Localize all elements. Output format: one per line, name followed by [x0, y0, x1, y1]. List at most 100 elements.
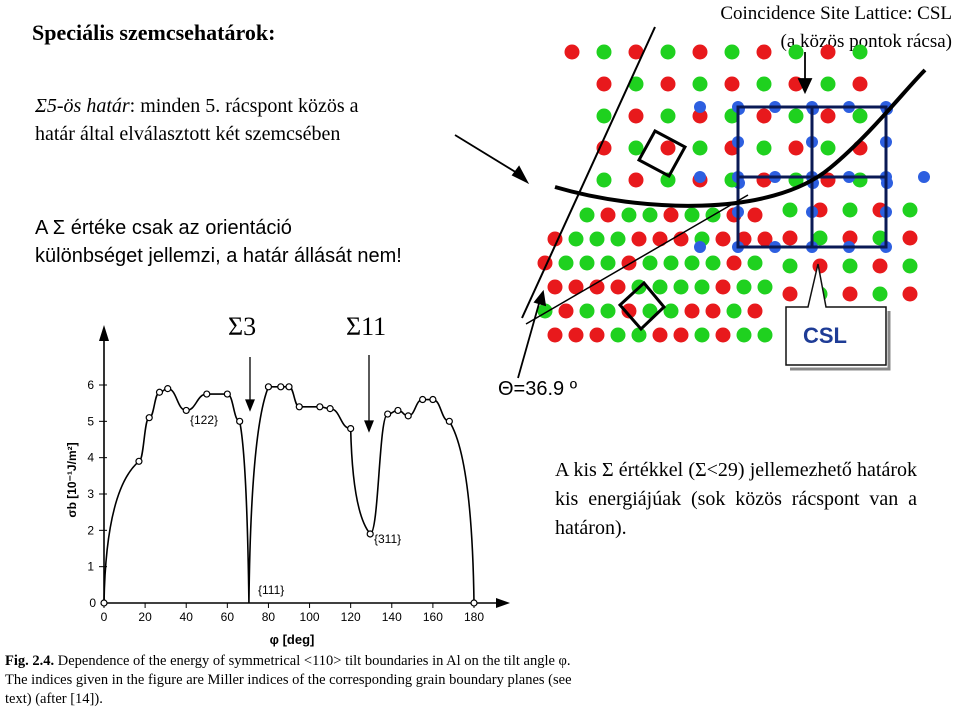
lattice-atom	[673, 279, 689, 295]
lattice-atom	[902, 286, 918, 302]
lattice-atom	[579, 303, 595, 319]
lattice-atom	[684, 255, 700, 271]
annotation-111: {111}	[258, 583, 284, 597]
lattice-atom	[663, 303, 679, 319]
lattice-atom	[692, 140, 708, 156]
chart-point	[182, 406, 190, 415]
x-tick-label: 20	[138, 610, 152, 624]
lattice-atom	[705, 303, 721, 319]
x-tick-label: 120	[341, 610, 361, 624]
sigma5-description: Σ5-ös határ: minden 5. rácspont közös a …	[35, 92, 359, 148]
lattice-atom	[642, 255, 658, 271]
y-tick-label: 3	[87, 487, 94, 501]
lattice-atoms	[537, 44, 930, 343]
chart-point	[164, 385, 172, 393]
lattice-atom	[788, 108, 804, 124]
lattice-atom	[660, 44, 676, 60]
lattice-atom	[684, 207, 700, 223]
y-tick-label: 0	[89, 596, 96, 610]
lattice-atom	[568, 327, 584, 343]
lattice-atom	[782, 258, 798, 274]
lattice-atom	[747, 207, 763, 223]
lattice-atom	[628, 44, 644, 60]
chart-point	[285, 383, 293, 391]
lattice-atom	[715, 327, 731, 343]
lattice-atom	[631, 327, 647, 343]
lattice-atom	[558, 255, 574, 271]
lattice-atom	[705, 255, 721, 271]
lattice-atom	[600, 303, 616, 319]
lattice-atom	[715, 279, 731, 295]
lattice-atom	[694, 171, 706, 183]
lattice-atom	[747, 255, 763, 271]
lattice-atom	[579, 207, 595, 223]
lattice-atom	[694, 279, 710, 295]
lattice-atom	[872, 258, 888, 274]
lattice-atom	[812, 230, 828, 246]
lattice-atom	[788, 140, 804, 156]
lattice-atom	[726, 255, 742, 271]
lattice-atom	[558, 303, 574, 319]
figure-caption: Fig. 2.4. Dependence of the energy of sy…	[5, 652, 595, 709]
lattice-atom	[820, 76, 836, 92]
x-tick-label: 160	[423, 610, 443, 624]
grain-boundary-line	[521, 26, 656, 319]
lattice-atom	[684, 303, 700, 319]
y-tick-label: 6	[87, 378, 94, 392]
grain-boundary-curve	[554, 68, 927, 208]
lattice-atom	[757, 327, 773, 343]
lattice-atom	[673, 327, 689, 343]
lattice-atom	[652, 327, 668, 343]
orientation-line1: A Σ értéke csak az orientáció	[35, 217, 292, 239]
lattice-atom	[621, 255, 637, 271]
lattice-atom	[782, 286, 798, 302]
lattice-atom	[621, 303, 637, 319]
lattice-atom	[660, 140, 676, 156]
x-tick-label: 140	[382, 610, 402, 624]
lattice-atom	[660, 108, 676, 124]
lattice-atom	[568, 231, 584, 247]
chart-point	[316, 403, 324, 411]
annotation-122: {122}	[190, 413, 218, 427]
lattice-atom	[579, 255, 595, 271]
y-axis-arrow	[99, 325, 109, 341]
y-tick-label: 4	[87, 451, 94, 465]
chart-point	[347, 425, 355, 433]
chart-point	[203, 390, 211, 398]
x-tick-label: 40	[180, 610, 194, 624]
y-tick-label: 1	[87, 560, 94, 574]
chart-point	[264, 383, 273, 391]
unit-cell-squares	[617, 128, 688, 332]
lattice-atom	[547, 279, 563, 295]
pointer-arrows	[454, 52, 813, 379]
lattice-atom	[631, 231, 647, 247]
lattice-atom	[757, 279, 773, 295]
caption-label: Fig. 2.4.	[5, 653, 55, 669]
lattice-atom	[652, 279, 668, 295]
chart-point	[155, 388, 164, 396]
lattice-atom	[692, 76, 708, 92]
csl-title-line1: Coincidence Site Lattice: CSL	[720, 3, 952, 24]
chart-ticks: 0 20 40 60 80 100 120 140 160 180 0 1 2 3 4 5 6	[87, 378, 484, 624]
lattice-atom	[852, 44, 868, 60]
lattice-atom	[782, 202, 798, 218]
csl-callout-label: CSL	[803, 323, 847, 348]
chart-point	[470, 599, 478, 607]
lattice-atom	[852, 76, 868, 92]
lattice-atom	[782, 230, 798, 246]
lattice-atom	[820, 108, 836, 124]
chart-point	[236, 417, 244, 425]
lattice-atom	[621, 207, 637, 223]
lattice-atom	[610, 231, 626, 247]
lattice-atom	[918, 171, 930, 183]
orientation-note: A Σ értéke csak az orientáció különbsége…	[35, 214, 402, 270]
chart-point	[366, 530, 374, 538]
chart-point	[429, 395, 437, 404]
lattice-atom	[820, 44, 836, 60]
lattice-atom	[694, 327, 710, 343]
chart-point	[326, 405, 334, 413]
lattice-atom	[715, 231, 731, 247]
y-tick-label: 2	[87, 523, 94, 537]
lattice-atom	[724, 76, 740, 92]
lattice-atom	[692, 44, 708, 60]
